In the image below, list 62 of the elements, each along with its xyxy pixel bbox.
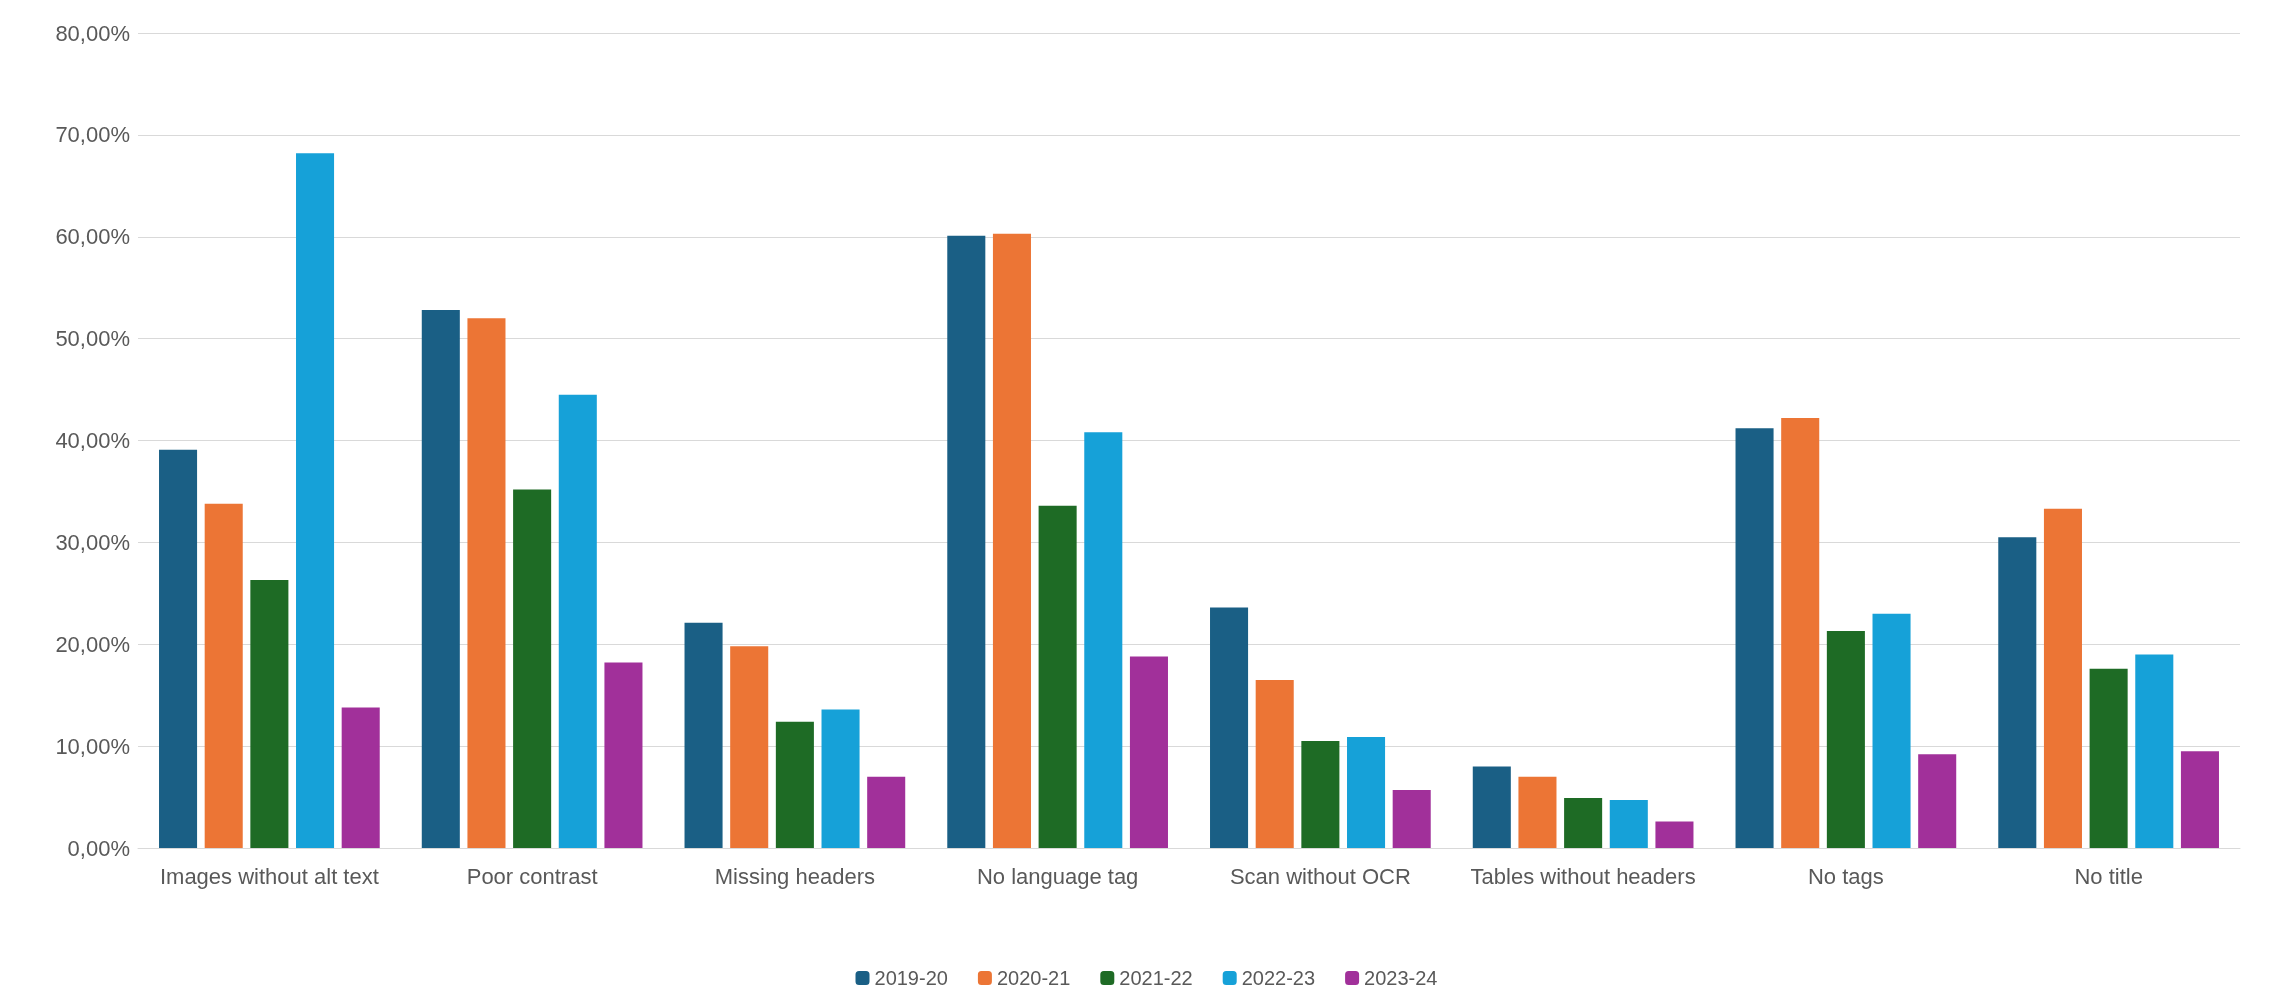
bar bbox=[467, 318, 506, 848]
bar bbox=[2089, 668, 2128, 848]
bar bbox=[604, 662, 643, 848]
x-tick-label: Missing headers bbox=[714, 863, 875, 889]
legend-label: 2023-24 bbox=[1364, 967, 1438, 989]
y-tick-label: 10,00% bbox=[55, 733, 130, 759]
bar bbox=[250, 580, 289, 848]
bar bbox=[730, 646, 769, 848]
bar bbox=[1735, 428, 1774, 848]
bar bbox=[1392, 789, 1431, 848]
y-tick-label: 60,00% bbox=[55, 224, 130, 250]
legend-label: 2022-23 bbox=[1241, 967, 1316, 989]
bar bbox=[684, 622, 723, 848]
x-tick-label: No language tag bbox=[976, 863, 1139, 889]
bar bbox=[867, 776, 906, 848]
x-tick-label: Scan without OCR bbox=[1229, 863, 1411, 889]
bar bbox=[1998, 537, 2037, 848]
y-tick-label: 80,00% bbox=[55, 20, 130, 46]
bar bbox=[1301, 741, 1340, 848]
bar bbox=[2180, 751, 2219, 848]
bar bbox=[947, 235, 986, 848]
bar bbox=[2043, 508, 2082, 848]
x-tick-label: Images without alt text bbox=[159, 863, 379, 889]
bar bbox=[1826, 631, 1865, 848]
bar bbox=[1655, 821, 1694, 848]
y-tick-label: 0,00% bbox=[67, 835, 130, 861]
bar bbox=[558, 394, 597, 848]
y-tick-label: 30,00% bbox=[55, 529, 130, 555]
legend-label: 2019-20 bbox=[874, 967, 948, 989]
bar bbox=[1129, 656, 1168, 848]
bar bbox=[1347, 736, 1386, 848]
bar bbox=[1255, 679, 1294, 848]
bar bbox=[775, 721, 814, 848]
bar bbox=[1564, 798, 1603, 848]
bar bbox=[1609, 800, 1648, 848]
x-tick-label: No title bbox=[2074, 863, 2143, 889]
bar bbox=[513, 489, 552, 848]
bar bbox=[1472, 766, 1511, 848]
bar bbox=[296, 153, 335, 848]
bar bbox=[1038, 505, 1077, 848]
bar bbox=[2135, 654, 2174, 848]
legend-label: 2021-22 bbox=[1119, 967, 1193, 989]
x-tick-label: Poor contrast bbox=[466, 863, 598, 889]
bar bbox=[1918, 754, 1957, 848]
x-tick-label: No tags bbox=[1807, 863, 1884, 889]
bar bbox=[1872, 613, 1911, 848]
bar bbox=[204, 503, 243, 848]
bar bbox=[341, 707, 380, 848]
legend-label: 2020-21 bbox=[996, 967, 1071, 989]
bar bbox=[1518, 776, 1557, 848]
y-tick-label: 50,00% bbox=[55, 326, 130, 352]
bar bbox=[1084, 432, 1123, 848]
bar bbox=[1781, 418, 1820, 848]
y-tick-label: 70,00% bbox=[55, 122, 130, 148]
bar bbox=[1210, 607, 1249, 848]
x-tick-label: Tables without headers bbox=[1470, 863, 1696, 889]
bar bbox=[159, 449, 198, 848]
bar bbox=[992, 233, 1031, 848]
bar bbox=[821, 709, 860, 848]
bar bbox=[421, 310, 460, 848]
y-tick-label: 20,00% bbox=[55, 631, 130, 657]
y-tick-label: 40,00% bbox=[55, 428, 130, 453]
